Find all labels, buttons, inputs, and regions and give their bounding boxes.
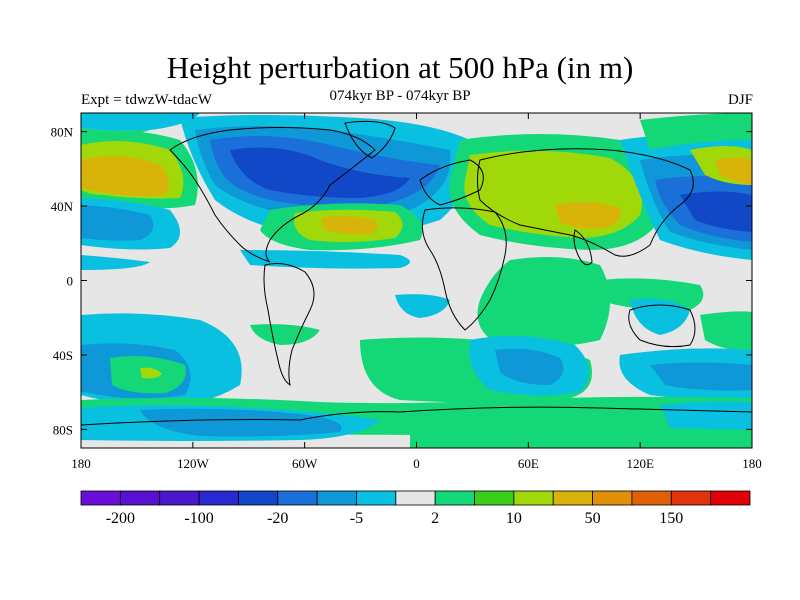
colorbar-box xyxy=(395,490,436,506)
colorbar-box xyxy=(80,490,121,506)
contour-lime-spac2 xyxy=(140,367,162,379)
colorbar-box xyxy=(710,490,751,506)
contour-blue-antarctic xyxy=(140,408,342,437)
contour-green-south-edge xyxy=(410,427,752,448)
x-tick-label: 120E xyxy=(626,456,654,471)
colorbar-box xyxy=(631,490,672,506)
coast-india xyxy=(573,229,593,266)
colorbar-box xyxy=(119,490,161,506)
contour-lime-eurasia xyxy=(464,150,642,238)
contour-blue-sio xyxy=(650,362,752,391)
colorbar-box xyxy=(277,490,318,506)
y-tick-label: 40S xyxy=(53,348,73,363)
contour-yellow-npac xyxy=(81,156,169,196)
colorbar-label: 2 xyxy=(431,510,439,527)
colorbar-label: -5 xyxy=(350,510,363,527)
x-tick-label: 0 xyxy=(413,456,420,471)
coast-antarctica xyxy=(81,406,752,426)
colorbar-label: 150 xyxy=(659,510,683,527)
period-label: 074kyr BP - 074kyr BP xyxy=(329,88,471,104)
colorbar-box xyxy=(592,490,633,506)
contour-deep-canada xyxy=(230,147,410,198)
contour-yellow-atl xyxy=(320,216,378,235)
colorbar-label: 10 xyxy=(506,510,522,527)
y-tick-label: 40N xyxy=(51,199,74,214)
contour-cyan-indian xyxy=(630,298,690,335)
y-tick-label: 0 xyxy=(67,274,74,289)
contour-yellow-eurasia xyxy=(555,202,621,229)
colorbar-box xyxy=(434,490,475,506)
x-tick-label: 60W xyxy=(292,456,318,471)
coast-europe xyxy=(419,159,484,206)
colorbar-box xyxy=(552,490,593,506)
colorbar-label: -200 xyxy=(106,510,135,527)
season-label: DJF xyxy=(727,92,753,108)
colorbar-box xyxy=(159,490,200,506)
y-tick-label: 80S xyxy=(53,422,73,437)
colorbar-box xyxy=(670,490,712,506)
contour-cyan-sam xyxy=(395,294,450,318)
contour-green-east xyxy=(700,311,752,351)
contour-green-india xyxy=(477,256,610,347)
x-tick-label: 180 xyxy=(742,456,762,471)
coastlines xyxy=(81,120,752,426)
colorbar-box xyxy=(356,490,397,506)
colorbar-box xyxy=(198,490,239,506)
colorbar-box xyxy=(316,490,357,506)
experiment-label: Expt = tdwzW-tdacW xyxy=(81,92,212,108)
colorbar-box xyxy=(474,490,515,506)
contour-yellow-kamchatka xyxy=(715,157,752,185)
contour-green-mc xyxy=(600,278,704,311)
contour-field xyxy=(81,113,752,448)
colorbar: -200 -100 -20 -5 2 10 50 150 xyxy=(80,490,751,527)
contour-deep-asia xyxy=(680,191,752,232)
x-tick-label: 60E xyxy=(518,456,539,471)
contour-cyan-trop-pac xyxy=(81,255,150,270)
coast-north-america xyxy=(169,127,376,263)
x-tick-label: 180 xyxy=(71,456,91,471)
y-axis: 80N 40N 0 40S 80S xyxy=(51,125,752,437)
contour-green-spac xyxy=(250,324,320,345)
coast-australia xyxy=(628,304,696,348)
map-title: Height perturbation at 500 hPa (in m) xyxy=(166,50,634,85)
colorbar-box xyxy=(238,490,279,506)
coast-south-america xyxy=(263,263,315,387)
colorbar-label: -20 xyxy=(267,510,288,527)
contour-darkblue-wpac xyxy=(81,205,154,241)
x-tick-label: 120W xyxy=(177,456,210,471)
coast-asia xyxy=(477,148,694,257)
x-axis: 180 120W 60W 0 60E 120E 180 xyxy=(71,113,762,471)
contour-green-top xyxy=(81,128,150,138)
contour-blue-satl xyxy=(495,348,564,385)
coast-greenland xyxy=(344,120,396,159)
contour-green-kamchatka xyxy=(640,113,752,150)
colorbar-label: -100 xyxy=(184,510,213,527)
contour-cyan-top xyxy=(81,113,200,131)
y-tick-label: 80N xyxy=(51,125,74,140)
colorbar-label: 50 xyxy=(585,510,601,527)
colorbar-box xyxy=(513,490,554,506)
